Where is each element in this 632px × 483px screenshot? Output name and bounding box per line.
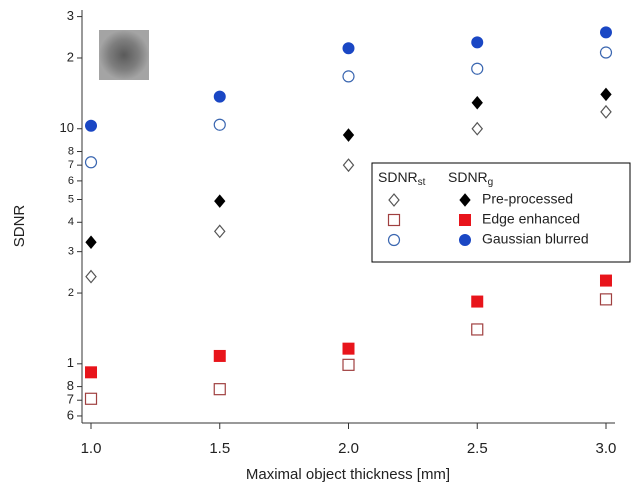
y-tick-label: 3: [67, 8, 74, 23]
point: [342, 42, 355, 55]
legend-header: SDNRg: [448, 169, 493, 188]
y-tick-label: 2: [67, 49, 74, 64]
y-tick-label: 1: [67, 355, 74, 370]
point: [84, 392, 98, 405]
point: [388, 193, 400, 207]
legend-header: SDNRst: [378, 169, 426, 188]
x-tick-label: 1.0: [81, 440, 102, 457]
x-tick-label: 3.0: [596, 440, 617, 457]
point: [85, 119, 98, 132]
point: [599, 26, 612, 39]
point: [213, 349, 226, 362]
legend-header-text: SDNR: [448, 169, 488, 185]
y-tick-label: 8: [67, 378, 74, 393]
point: [213, 224, 226, 239]
point: [471, 95, 483, 110]
point: [213, 90, 226, 103]
point: [214, 194, 226, 208]
y-tick-label: 6: [67, 407, 74, 422]
point: [342, 342, 355, 355]
point: [599, 293, 613, 306]
point: [85, 366, 98, 379]
point: [599, 46, 613, 59]
x-tick-label: 1.5: [209, 440, 230, 457]
point: [599, 274, 612, 287]
point: [387, 213, 401, 227]
y-tick-label: 8: [68, 145, 74, 157]
legend-box: [371, 162, 631, 263]
point: [85, 269, 97, 284]
point: [342, 158, 355, 173]
point: [387, 233, 401, 247]
y-tick-label: 2: [68, 287, 74, 299]
y-tick-label: 3: [68, 246, 74, 258]
point: [342, 70, 355, 83]
x-tick-label: 2.0: [338, 440, 359, 457]
point: [471, 323, 484, 336]
point: [84, 156, 98, 169]
point: [471, 121, 484, 136]
thumbnail: [99, 30, 149, 80]
y-tick-label: 7: [68, 159, 74, 171]
point: [600, 104, 612, 119]
point: [459, 214, 471, 226]
point: [471, 36, 484, 49]
legend-header-text: SDNR: [378, 169, 418, 185]
point: [213, 383, 226, 396]
y-tick-label: 6: [68, 175, 74, 187]
y-tick-label: 7: [67, 392, 74, 407]
point: [213, 118, 226, 131]
x-axis-label: Maximal object thickness [mm]: [246, 466, 450, 483]
y-tick-label: 4: [68, 216, 74, 228]
point: [471, 295, 484, 308]
y-axis-label: SDNR: [11, 205, 28, 248]
point: [459, 234, 471, 246]
point: [342, 358, 355, 371]
point: [342, 128, 355, 142]
legend-header-sub: g: [488, 177, 494, 188]
point: [459, 193, 471, 207]
legend-label: Gaussian blurred: [482, 231, 589, 247]
point: [85, 235, 97, 250]
x-tick-label: 2.5: [467, 440, 488, 457]
point: [471, 62, 484, 75]
point: [600, 87, 612, 102]
y-tick-label: 10: [60, 120, 74, 135]
legend-header-sub: st: [418, 177, 426, 188]
legend-label: Edge enhanced: [482, 211, 580, 227]
legend-label: Pre-processed: [482, 191, 573, 207]
y-tick-label: 5: [68, 193, 74, 205]
